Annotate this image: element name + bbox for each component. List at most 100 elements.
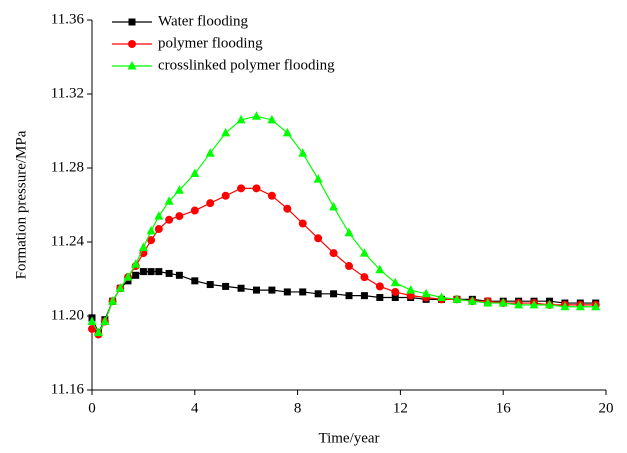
y-tick-label: 11.36 <box>51 11 85 27</box>
marker <box>544 299 554 309</box>
marker <box>406 285 416 294</box>
marker <box>174 185 184 194</box>
marker <box>345 292 353 300</box>
x-tick-label: 4 <box>191 400 199 416</box>
marker <box>236 114 246 124</box>
marker <box>115 283 125 292</box>
marker <box>298 219 307 228</box>
marker <box>330 290 338 298</box>
legend-label: Water flooding <box>158 13 249 29</box>
marker <box>529 299 539 309</box>
marker <box>155 268 163 276</box>
marker <box>575 301 585 311</box>
marker <box>205 148 215 157</box>
marker <box>190 206 199 215</box>
legend-marker <box>128 40 136 48</box>
x-tick-label: 12 <box>393 400 408 416</box>
legend-marker <box>128 18 136 26</box>
y-tick-label: 11.24 <box>51 233 85 249</box>
marker <box>138 242 148 252</box>
marker <box>221 191 230 200</box>
marker <box>237 184 246 193</box>
marker <box>131 259 141 268</box>
marker <box>390 277 400 287</box>
marker <box>267 114 277 124</box>
marker <box>345 262 353 271</box>
marker <box>313 174 323 183</box>
y-tick-label: 11.32 <box>51 85 84 101</box>
marker <box>591 301 601 311</box>
marker <box>175 212 184 221</box>
y-tick-label: 11.20 <box>51 307 84 323</box>
marker <box>206 199 215 208</box>
marker <box>100 316 110 326</box>
marker <box>344 227 354 237</box>
legend-label: polymer flooding <box>158 35 263 51</box>
x-tick-label: 16 <box>496 400 512 416</box>
marker <box>298 148 308 157</box>
marker <box>282 127 292 137</box>
marker <box>360 273 369 282</box>
y-axis-title: Formation pressure/MPa <box>13 130 29 279</box>
x-axis-title: Time/year <box>318 430 379 446</box>
marker <box>93 327 103 337</box>
marker <box>514 299 524 309</box>
marker <box>139 268 147 276</box>
marker <box>314 234 323 243</box>
marker <box>283 204 292 213</box>
marker <box>375 264 385 274</box>
marker <box>391 294 399 301</box>
marker <box>299 288 307 296</box>
marker <box>406 291 415 300</box>
marker <box>132 271 140 279</box>
marker <box>108 296 118 305</box>
marker <box>452 294 462 303</box>
y-tick-label: 11.16 <box>51 381 85 397</box>
legend-marker <box>127 61 137 70</box>
marker <box>359 248 369 257</box>
marker <box>87 316 97 326</box>
marker <box>483 298 493 307</box>
marker <box>154 211 164 220</box>
marker <box>175 271 183 279</box>
marker <box>267 191 276 200</box>
marker <box>360 292 368 300</box>
marker <box>268 286 276 294</box>
marker <box>146 225 156 235</box>
marker <box>165 215 174 224</box>
marker <box>190 168 200 178</box>
marker <box>164 196 174 205</box>
marker <box>206 281 214 289</box>
marker <box>329 249 338 258</box>
marker <box>191 277 199 285</box>
legend-label: crosslinked polymer flooding <box>158 57 335 73</box>
marker <box>154 225 163 234</box>
marker <box>375 282 384 291</box>
marker <box>221 127 231 137</box>
marker <box>283 288 291 296</box>
x-tick-label: 8 <box>294 400 302 416</box>
marker <box>498 298 508 307</box>
marker <box>560 301 570 311</box>
marker <box>88 324 96 333</box>
marker <box>222 282 230 290</box>
marker <box>237 284 245 292</box>
marker <box>376 294 384 301</box>
x-tick-label: 20 <box>599 400 614 416</box>
y-tick-label: 11.28 <box>51 159 84 175</box>
marker <box>165 269 173 277</box>
marker <box>391 287 400 296</box>
marker <box>147 236 156 245</box>
marker <box>314 290 322 298</box>
marker <box>251 111 261 120</box>
marker <box>147 268 155 276</box>
marker <box>329 201 339 211</box>
marker <box>421 288 431 298</box>
marker <box>123 272 133 281</box>
marker <box>252 184 261 193</box>
marker <box>467 296 477 305</box>
x-tick-label: 0 <box>88 400 96 416</box>
series-line <box>91 187 596 336</box>
marker <box>252 286 260 294</box>
